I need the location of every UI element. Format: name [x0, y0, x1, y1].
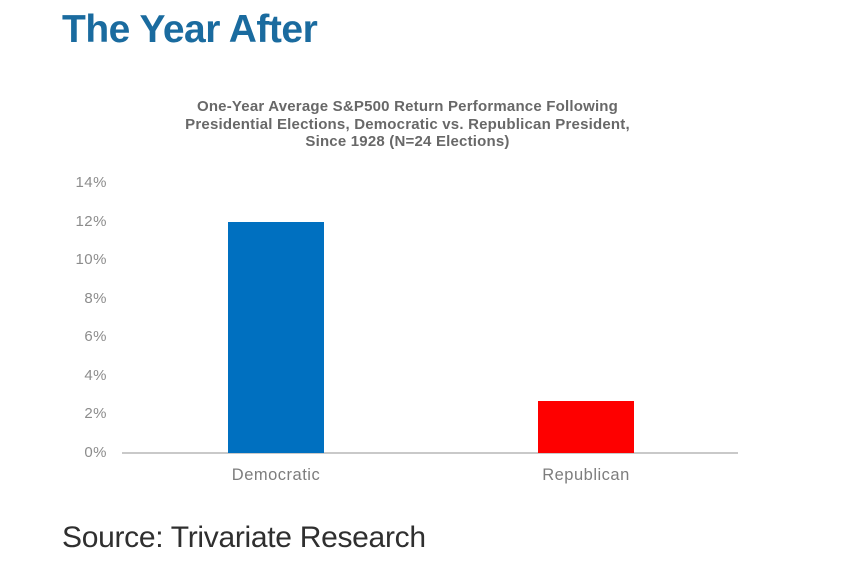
bar-republican	[538, 400, 634, 453]
y-axis-tick-label-4pct: 4%	[84, 366, 107, 384]
x-axis-label-republican: Republican	[542, 466, 630, 484]
y-axis-tick-label-12pct: 12%	[75, 212, 107, 230]
y-axis-tick-label-10pct: 10%	[75, 251, 107, 269]
source-attribution: Source: Trivariate Research	[62, 521, 426, 554]
y-axis-tick-label-6pct: 6%	[84, 328, 107, 346]
y-axis-tick-label-2pct: 2%	[84, 405, 107, 423]
x-axis-label-democratic: Democratic	[231, 466, 321, 484]
chart-title-line-3: Since 1928 (N=24 Elections)	[305, 133, 510, 150]
page-title: The Year After	[62, 8, 318, 51]
y-axis-tick-label-14pct: 14%	[75, 174, 107, 191]
y-axis-tick-label-0pct: 0%	[84, 444, 107, 461]
chart-title-line-1: One-Year Average S&P500 Return Performan…	[196, 98, 619, 115]
bar-democratic	[228, 221, 324, 453]
y-axis-tick-label-8pct: 8%	[84, 289, 107, 307]
chart-title: One-Year Average S&P500 Return Performan…	[90, 98, 725, 151]
x-axis-line	[122, 452, 738, 454]
chart-title-line-2: Presidential Elections, Democratic vs. R…	[185, 115, 630, 133]
